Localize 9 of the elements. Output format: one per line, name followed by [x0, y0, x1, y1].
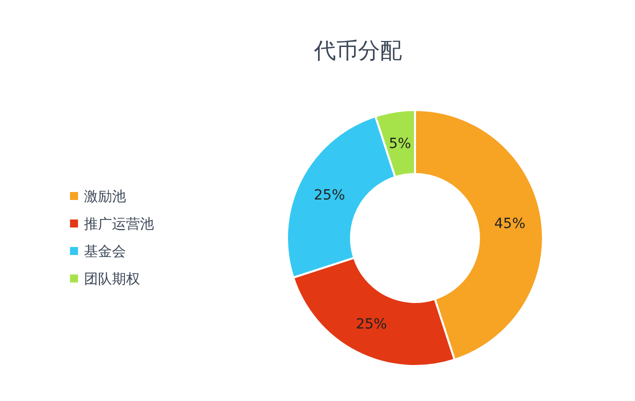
legend-label: 基金会 — [84, 244, 126, 260]
legend-label: 推广运营池 — [84, 216, 154, 232]
data-label: 25% — [356, 316, 387, 333]
legend-label: 激励池 — [84, 189, 126, 205]
chart-title: 代币分配 — [313, 39, 402, 64]
data-label: 25% — [314, 187, 346, 204]
legend-label: 团队期权 — [84, 272, 140, 288]
data-label: 5% — [388, 136, 412, 152]
data-label: 45% — [494, 216, 526, 232]
